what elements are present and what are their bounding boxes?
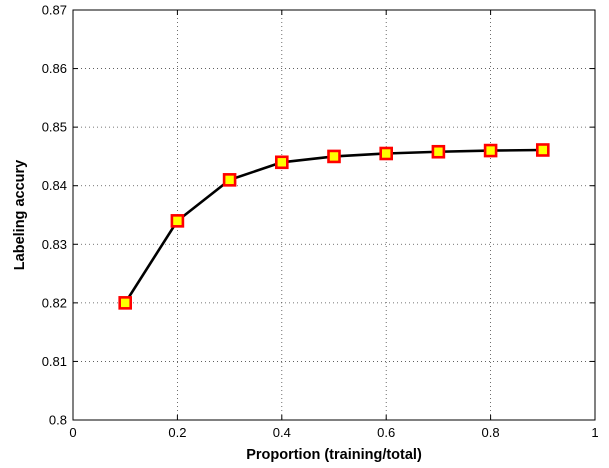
- data-point: [379, 146, 394, 161]
- x-tick-label: 0.2: [168, 425, 186, 440]
- data-point: [118, 296, 132, 310]
- data-point: [170, 214, 185, 228]
- x-tick-label: 0.8: [482, 425, 500, 440]
- data-point: [431, 144, 446, 159]
- y-tick-label: 0.82: [42, 295, 67, 310]
- plot-frame: [72, 9, 596, 421]
- data-point: [327, 149, 341, 164]
- data-point: [274, 155, 289, 170]
- x-tick-label: 0.4: [273, 425, 291, 440]
- y-tick-label: 0.84: [42, 178, 67, 193]
- y-tick-label: 0.83: [42, 237, 67, 252]
- x-axis-label: Proportion (training/total): [246, 447, 422, 463]
- y-tick-label: 0.81: [42, 354, 67, 369]
- grid: [73, 10, 595, 420]
- data-point: [483, 143, 498, 158]
- x-tick-label: 0: [69, 425, 76, 440]
- data-point: [535, 143, 550, 157]
- data-series: [118, 143, 550, 310]
- y-tick-label: 0.8: [49, 413, 67, 428]
- y-axis-label: Labeling accury: [12, 160, 28, 270]
- axis-ticks: 0 0.2 0.4 0.6 0.8 10.80.810.820.830.840.850.8…: [42, 3, 599, 441]
- y-tick-label: 0.86: [42, 61, 67, 76]
- x-tick-label: 0.6: [377, 425, 395, 440]
- series-line: [124, 148, 543, 304]
- data-point: [222, 173, 237, 187]
- x-tick-label: 1: [591, 425, 598, 440]
- y-tick-label: 0.87: [42, 3, 67, 18]
- y-tick-label: 0.85: [42, 120, 67, 135]
